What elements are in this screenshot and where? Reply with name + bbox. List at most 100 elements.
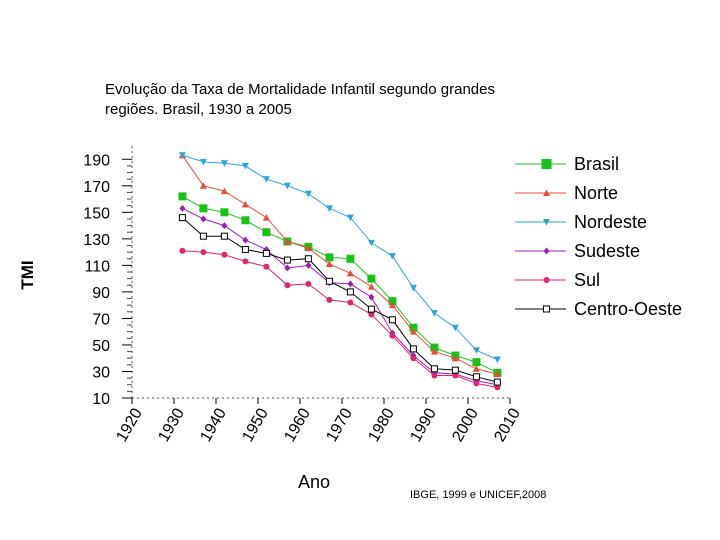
data-point (241, 162, 249, 170)
legend-item: Centro-Oeste (515, 299, 682, 319)
data-point (179, 204, 186, 212)
data-point (262, 228, 271, 237)
data-point (451, 366, 459, 374)
data-point (304, 190, 312, 198)
data-point (368, 293, 375, 301)
data-point (325, 260, 333, 268)
data-point (325, 253, 334, 262)
x-tick-label: 1970 (323, 405, 356, 444)
legend-label: Brasil (574, 154, 619, 174)
data-point (409, 323, 418, 332)
series-line (182, 250, 498, 388)
legend-marker (543, 305, 550, 313)
data-point (430, 343, 439, 352)
data-point (409, 328, 417, 335)
data-point (178, 214, 186, 222)
series-sul (179, 247, 501, 391)
legend-item: Norte (515, 183, 618, 203)
data-point (431, 372, 438, 379)
y-tick-label: 50 (92, 338, 110, 355)
chart-axes: 10 30 50 70 90 110 130 150 170 190 1920 1930 1940 195… (83, 146, 524, 445)
y-tick-label: 90 (92, 285, 110, 302)
data-point (347, 280, 354, 288)
data-point (220, 187, 228, 195)
series-line (181, 155, 498, 375)
data-point (283, 182, 291, 190)
data-point (199, 204, 208, 213)
x-tick-label: 2010 (491, 405, 524, 444)
data-point (451, 354, 459, 362)
data-point (220, 160, 228, 167)
series-nordeste (178, 152, 501, 364)
legend-item: Sudeste (515, 241, 640, 261)
data-point (283, 256, 291, 264)
data-point (494, 384, 501, 391)
data-point (242, 258, 249, 265)
data-point (346, 254, 355, 263)
legend-item: Sul (515, 270, 600, 290)
data-point (221, 222, 228, 230)
legend-label: Sudeste (574, 241, 640, 261)
data-point (220, 232, 228, 240)
data-point (199, 182, 207, 189)
series-line (182, 195, 498, 374)
legend-marker (543, 189, 550, 196)
x-tick-label: 1960 (281, 405, 314, 444)
legend-label: Centro-Oeste (574, 299, 682, 319)
data-point (284, 282, 291, 289)
legend-item: Brasil (515, 154, 619, 174)
data-point (284, 264, 291, 272)
data-point (493, 378, 501, 386)
x-tick-label: 2000 (449, 405, 482, 444)
legend-item: Nordeste (515, 212, 647, 232)
data-point (388, 316, 396, 324)
data-point (472, 347, 480, 354)
data-point (388, 253, 396, 260)
x-axis-label: Ano (298, 472, 331, 492)
x-tick-label: 1980 (365, 405, 398, 444)
data-point (430, 365, 438, 373)
chart-legend: Brasil Norte Nordeste Sudeste Sul Centro-Oest… (515, 154, 682, 319)
data-point (493, 356, 501, 364)
data-point (451, 324, 459, 332)
data-point (326, 296, 333, 303)
series-line (182, 154, 498, 360)
data-point (263, 263, 270, 270)
data-point (472, 358, 481, 367)
data-point (367, 239, 375, 247)
legend-label: Nordeste (574, 212, 647, 232)
data-point (221, 251, 228, 258)
y-tick-label: 30 (92, 364, 110, 381)
data-point (262, 214, 270, 221)
data-point (368, 311, 375, 318)
data-point (346, 214, 354, 222)
data-point (325, 205, 333, 212)
data-point (367, 274, 376, 283)
data-point (262, 249, 270, 257)
data-point (200, 249, 207, 256)
legend-marker (543, 277, 550, 283)
x-tick-label: 1920 (113, 405, 146, 444)
chart-title-line1: Evolução da Taxa de Mortalidade Infantil… (105, 81, 495, 98)
data-point (179, 247, 186, 254)
data-point (430, 310, 438, 317)
series-line (182, 207, 498, 386)
series-brasil (178, 192, 502, 377)
series-centro-oeste (178, 214, 501, 386)
data-point (389, 332, 396, 339)
legend-marker (541, 159, 552, 169)
data-point (199, 158, 207, 166)
series-line (182, 217, 498, 383)
legend-marker (543, 247, 550, 255)
y-tick-label: 130 (83, 232, 110, 249)
data-point (473, 380, 480, 387)
chart-series (178, 151, 502, 391)
source-note: IBGE, 1999 e UNICEF,2008 (410, 489, 547, 501)
x-tick-label: 1950 (239, 405, 272, 444)
y-tick-label: 10 (92, 391, 110, 408)
data-point (430, 348, 438, 355)
data-point (242, 236, 249, 244)
data-point (283, 237, 291, 245)
y-tick-label: 190 (83, 152, 110, 169)
